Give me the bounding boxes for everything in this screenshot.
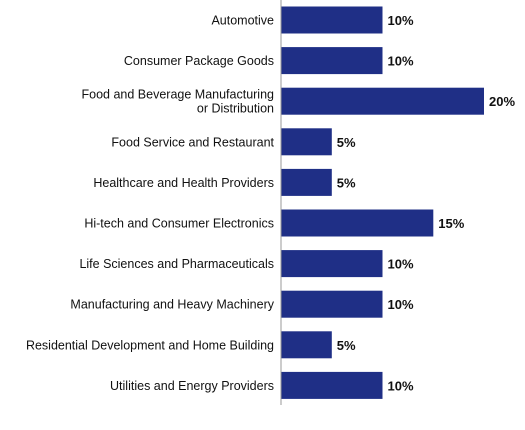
category-label: Utilities and Energy Providers <box>110 379 274 393</box>
category-label: Manufacturing and Heavy Machinery <box>70 298 274 312</box>
bar <box>281 47 383 75</box>
category-label: Food and Beverage Manufacturing or Distri… <box>82 88 275 116</box>
bar <box>281 6 383 34</box>
category-label: Food Service and Restaurant <box>111 135 274 149</box>
bar <box>281 331 332 359</box>
value-label: 10% <box>388 378 414 393</box>
bar <box>281 168 332 196</box>
category-label: Life Sciences and Pharmaceuticals <box>79 257 274 271</box>
bar <box>281 290 383 318</box>
category-label: Hi-tech and Consumer Electronics <box>84 217 274 231</box>
category-label: Consumer Package Goods <box>124 54 274 68</box>
value-label: 5% <box>337 135 356 150</box>
value-label: 5% <box>337 175 356 190</box>
value-label: 15% <box>438 216 464 231</box>
category-label: Residential Development and Home Buildin… <box>26 338 274 352</box>
category-label: Healthcare and Health Providers <box>93 176 274 190</box>
bar <box>281 250 383 278</box>
value-label: 10% <box>388 297 414 312</box>
bar <box>281 128 332 156</box>
bar <box>281 371 383 399</box>
category-labels-group: Automotive Consumer Package Goods Food and… <box>26 14 275 393</box>
value-label: 10% <box>388 13 414 28</box>
bars-group <box>281 6 484 399</box>
bar <box>281 209 434 237</box>
value-label: 10% <box>388 257 414 272</box>
value-label: 10% <box>388 54 414 69</box>
value-labels-group: 10% 10% 20% 5% 5% 15% 10% 10% 5% 10% <box>337 13 516 393</box>
value-label: 20% <box>489 94 515 109</box>
category-label: Automotive <box>211 14 274 28</box>
bar <box>281 87 484 115</box>
value-label: 5% <box>337 338 356 353</box>
